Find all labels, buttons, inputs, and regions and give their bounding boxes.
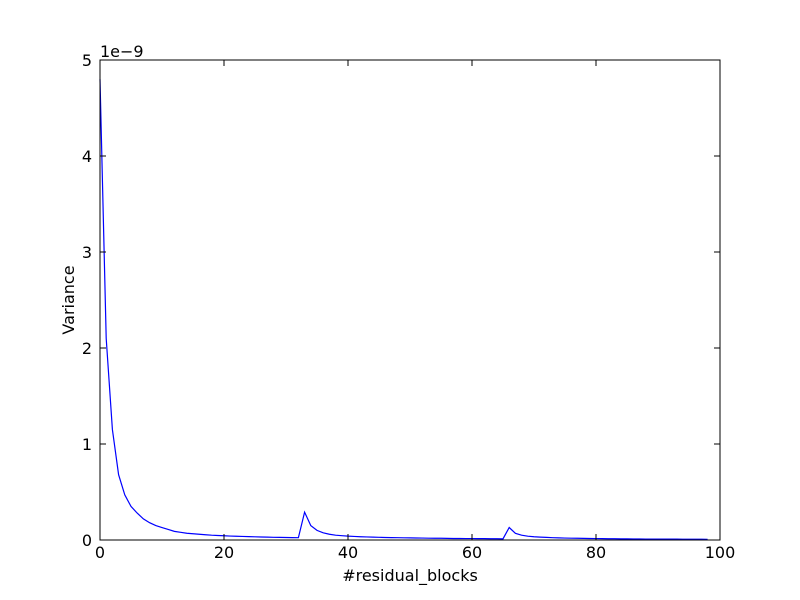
data-line <box>99 79 708 540</box>
y-tick-label: 3 <box>82 243 92 262</box>
x-tick-label: 60 <box>462 543 482 562</box>
x-tick-label: 40 <box>338 543 358 562</box>
plot-frame <box>99 59 721 541</box>
x-tick-label: 0 <box>95 543 105 562</box>
x-tick-label: 20 <box>214 543 234 562</box>
y-tick-label: 5 <box>82 51 92 70</box>
y-axis-label: Variance <box>59 265 78 334</box>
y-tick-label: 2 <box>82 339 92 358</box>
x-axis-label: #residual_blocks <box>342 566 478 586</box>
y-tick-label: 1 <box>82 435 92 454</box>
y-tick-label: 4 <box>82 147 92 166</box>
y-tick-label: 0 <box>82 531 92 550</box>
x-tick-label: 80 <box>586 543 606 562</box>
offset-text: 1e−9 <box>100 42 144 61</box>
x-tick-label: 100 <box>705 543 736 562</box>
